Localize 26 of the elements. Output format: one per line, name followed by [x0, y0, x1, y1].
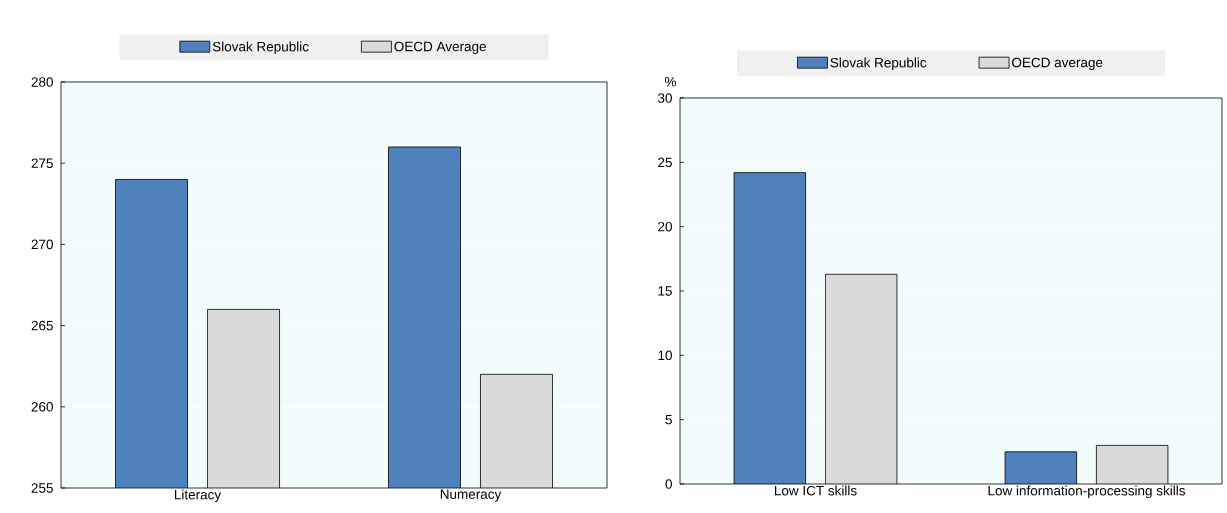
y-tick-label: 25	[658, 157, 672, 168]
y-tick-label: 265	[31, 320, 53, 331]
y-tick-label: 260	[31, 402, 53, 412]
y-tick-label: 255	[31, 483, 53, 493]
bar	[825, 273, 898, 484]
y-tick-label: 0	[665, 479, 672, 489]
y-axis-title: %	[664, 77, 676, 87]
x-tick-label: Numeracy	[440, 489, 502, 502]
y-tick-label: 20	[658, 221, 672, 232]
bar	[1096, 445, 1169, 484]
x-tick-label: Low information-processing skills	[988, 485, 1186, 499]
y-tick-label: 275	[31, 158, 53, 168]
legend-label: Slovak Republic	[830, 57, 927, 71]
bar	[1004, 451, 1078, 484]
y-tick-label: 10	[658, 350, 672, 361]
y-tick-label: 280	[31, 77, 53, 87]
x-tick-label: Literacy	[174, 489, 222, 503]
x-tick-label: Low ICT skills	[774, 485, 857, 496]
legend-label: Slovak Republic	[212, 41, 309, 55]
bar	[733, 172, 807, 484]
y-tick-label: 15	[658, 286, 672, 296]
y-tick-label: 270	[31, 239, 53, 250]
legend-label: OECD Average	[394, 41, 486, 54]
y-tick-label: 5	[665, 414, 672, 425]
legend-label: OECD average	[1012, 57, 1103, 70]
y-tick-label: 30	[657, 93, 672, 103]
